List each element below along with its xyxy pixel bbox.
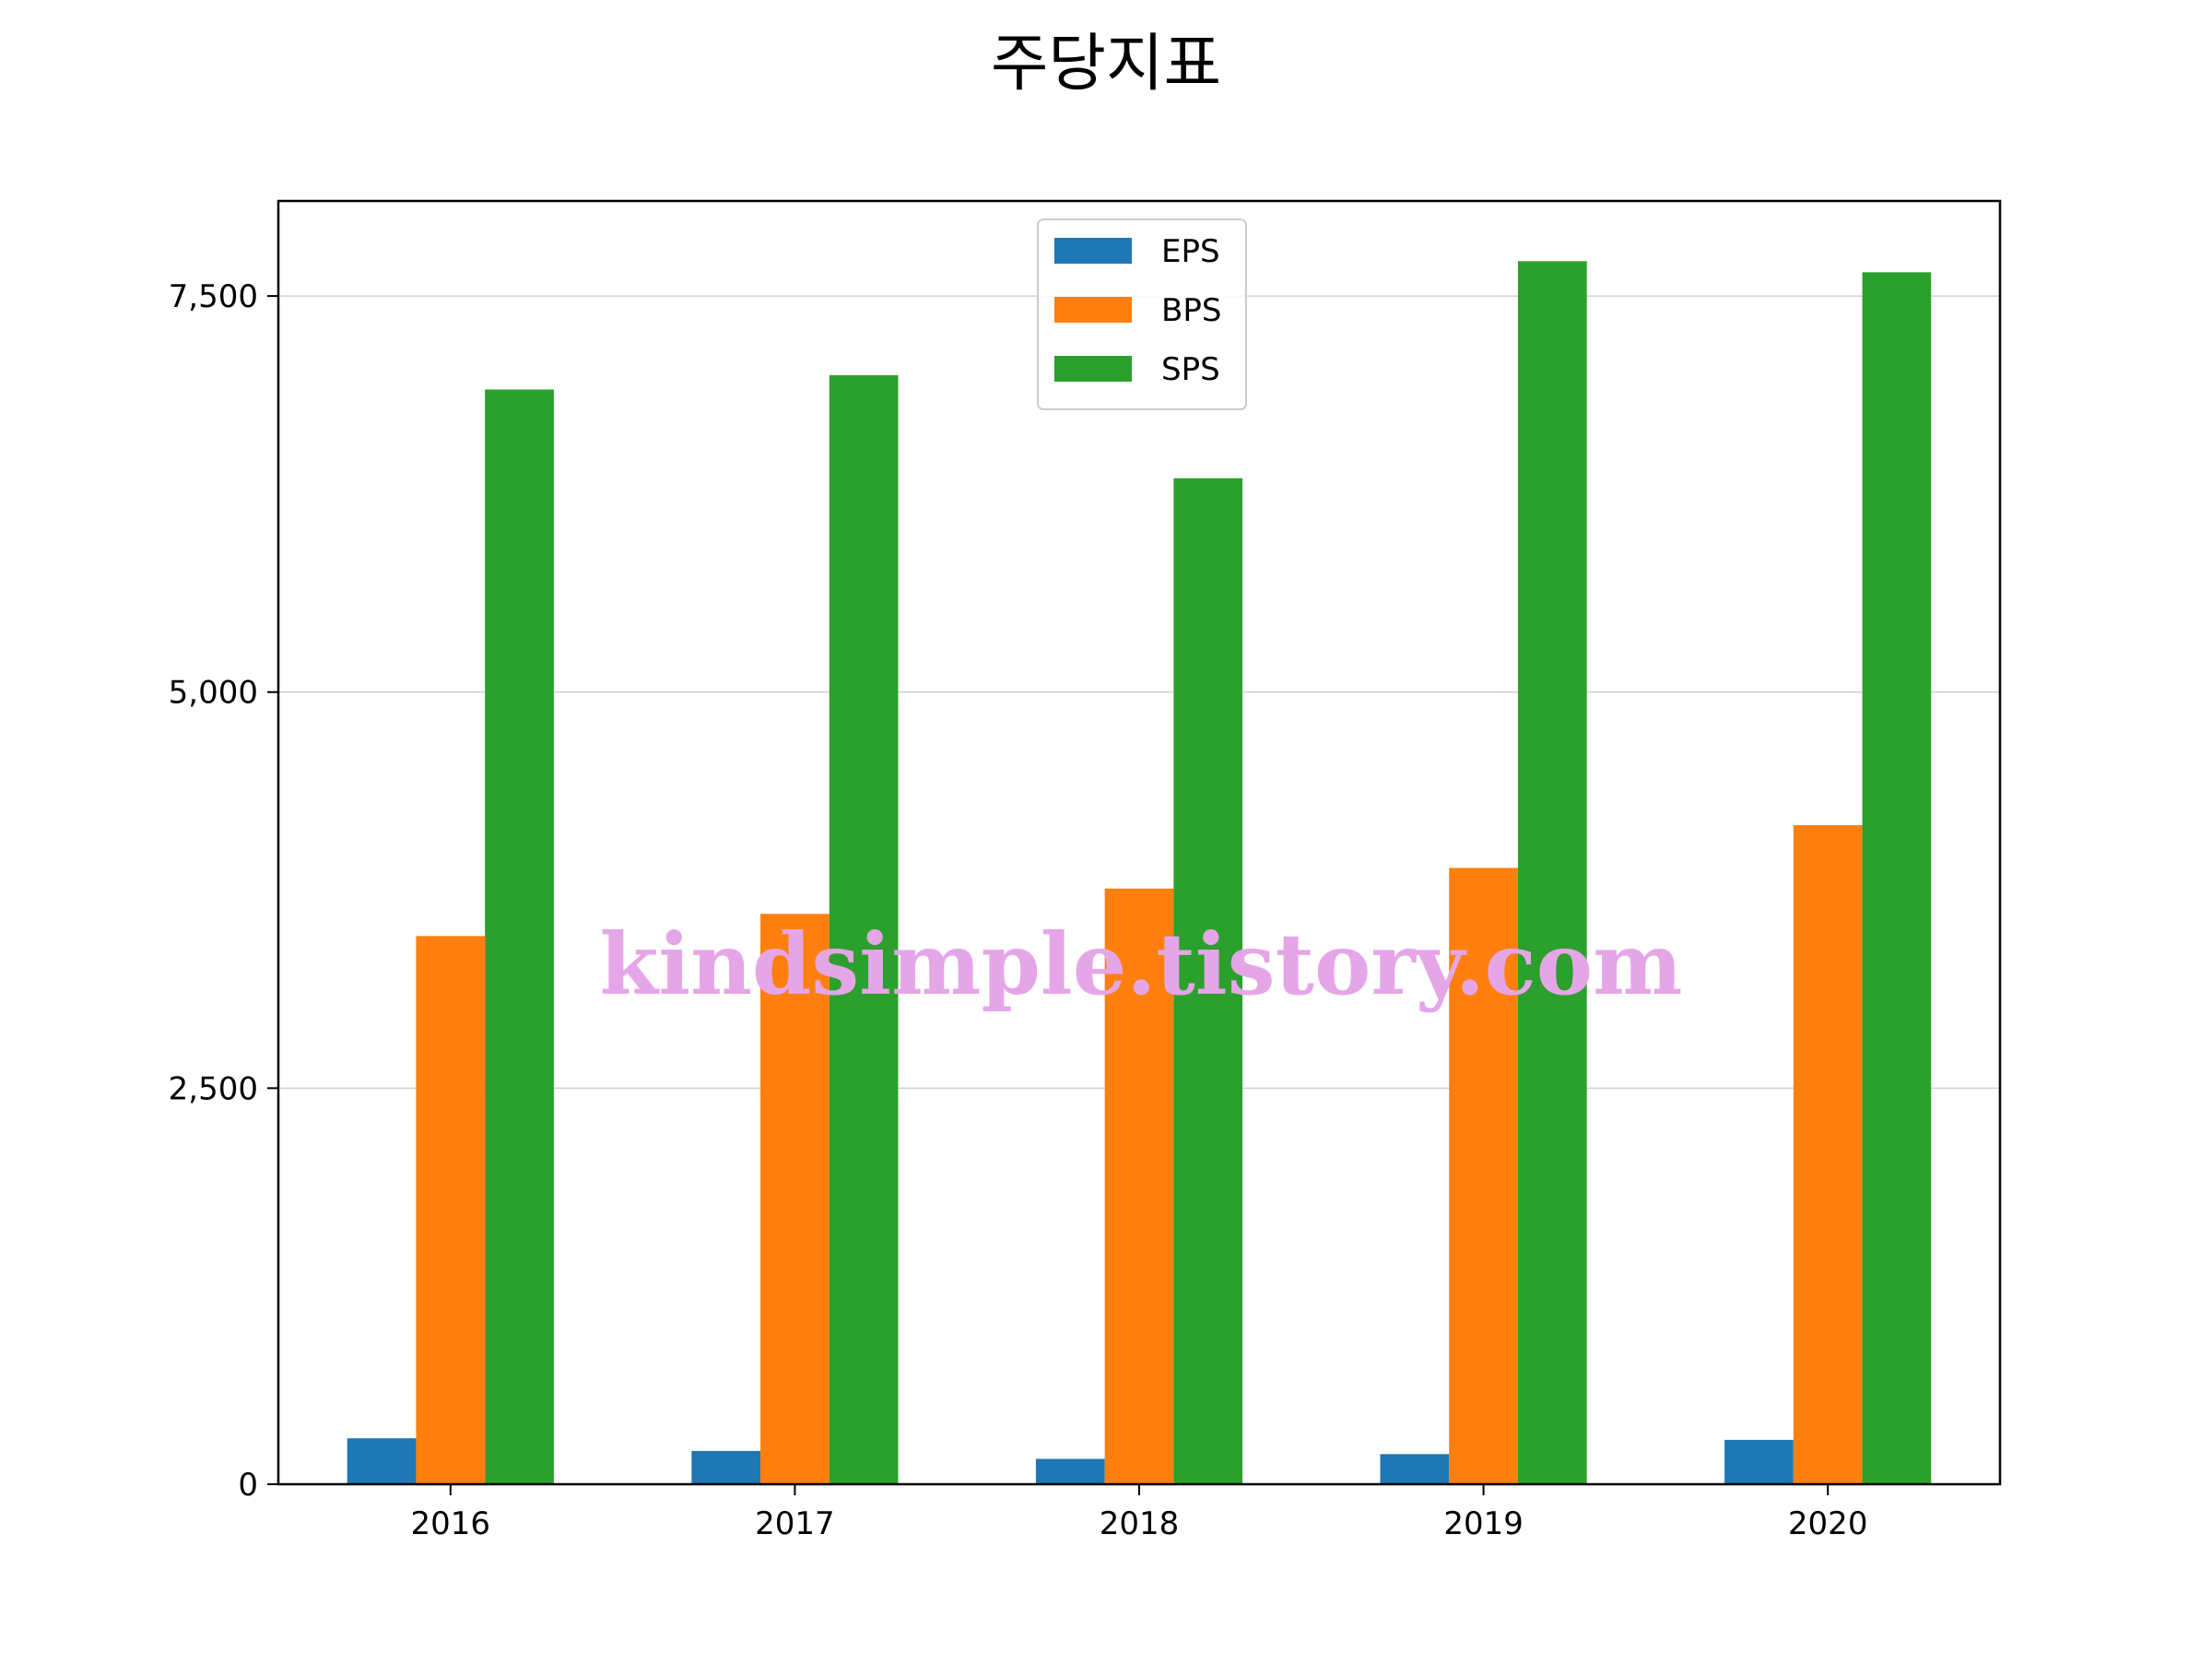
bar-bps-2019	[1449, 867, 1518, 1484]
watermark-text: kindsimple.tistory.com	[599, 915, 1682, 1014]
bar-sps-2019	[1517, 261, 1587, 1484]
y-tick-label: 5,000	[169, 675, 258, 712]
x-tick-label: 2017	[755, 1505, 835, 1542]
legend-label-eps: EPS	[1161, 233, 1220, 270]
legend-swatch-sps	[1054, 356, 1132, 382]
x-tick-label: 2020	[1788, 1505, 1868, 1542]
bar-sps-2020	[1862, 272, 1932, 1484]
bar-eps-2016	[347, 1438, 417, 1484]
bar-bps-2018	[1104, 888, 1174, 1484]
legend-swatch-bps	[1054, 297, 1132, 323]
bar-sps-2017	[829, 375, 899, 1484]
bar-bps-2017	[760, 914, 830, 1484]
y-tick-label: 2,500	[169, 1070, 258, 1107]
axes: 0 2,500 5,000 7,500 2016 2017 2018 2019 2020	[169, 278, 1868, 1542]
bar-sps-2018	[1173, 478, 1243, 1484]
bar-sps-2016	[485, 389, 554, 1485]
legend: EPS BPS SPS	[1037, 218, 1247, 410]
legend-label-bps: BPS	[1161, 292, 1221, 329]
legend-label-sps: SPS	[1161, 351, 1220, 388]
x-tick-label: 2019	[1443, 1505, 1524, 1542]
chart-title: 주당지표	[991, 28, 1221, 100]
bar-eps-2019	[1380, 1454, 1450, 1484]
bar-eps-2017	[691, 1450, 761, 1484]
y-tick-label: 0	[238, 1467, 258, 1504]
y-tick-label: 7,500	[169, 278, 258, 315]
legend-swatch-eps	[1054, 238, 1132, 264]
bar-eps-2018	[1035, 1458, 1105, 1484]
x-tick-label: 2018	[1100, 1505, 1180, 1542]
bar-bps-2020	[1793, 825, 1863, 1484]
bars	[347, 261, 1932, 1485]
bar-bps-2016	[416, 936, 486, 1484]
x-tick-label: 2016	[411, 1505, 491, 1542]
bar-eps-2020	[1724, 1439, 1794, 1484]
